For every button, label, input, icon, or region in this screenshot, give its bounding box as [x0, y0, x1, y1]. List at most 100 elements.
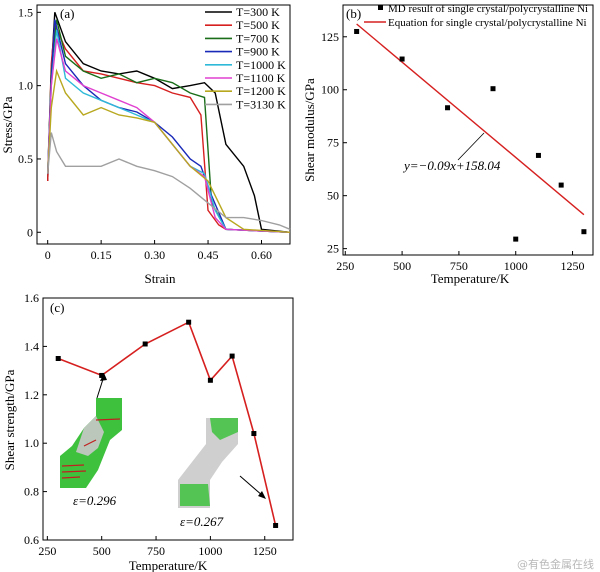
legend-label: T=1100 K [236, 71, 286, 85]
panel-b-label: (b) [346, 6, 361, 21]
panel-a-stress-strain-chart: 0 0.15 0.30 0.45 0.60 0 0.5 1.0 1.5 (a) Strain S… [0, 4, 291, 286]
panel-a-label: (a) [60, 6, 74, 21]
snapshot-right-pointer-arrowhead [258, 491, 266, 499]
data-point [251, 431, 257, 437]
x-tick-label: 1000 [504, 259, 528, 273]
x-tick-label: 1000 [198, 544, 222, 558]
data-point [445, 105, 451, 111]
y-tick-label: 1.6 [24, 291, 39, 305]
legend-label: T=300 K [236, 5, 280, 19]
data-point [399, 56, 405, 62]
series-line-t-1000-k [47, 29, 291, 233]
snapshot-left-stacking-fault [61, 464, 85, 467]
x-tick-label: 0.15 [91, 248, 112, 262]
y-tick-label: 0.6 [24, 533, 39, 547]
y-tick-label: 0.8 [24, 485, 39, 499]
watermark: @有色金属在线 [517, 557, 594, 571]
snapshot-right-green-region [210, 418, 238, 440]
data-point [186, 319, 192, 325]
y-tick-label: 50 [327, 189, 339, 203]
series-line-t-700-k [47, 19, 291, 233]
panel-b-y-axis-label: Shear modulus/GPa [302, 78, 317, 182]
fit-line [356, 23, 585, 216]
snapshot-image-right [178, 418, 238, 508]
y-tick-label: 100 [321, 83, 339, 97]
data-point [55, 356, 61, 361]
x-tick-label: 0.30 [144, 248, 165, 262]
x-tick-label: 750 [450, 259, 468, 273]
x-tick-label: 500 [393, 259, 411, 273]
y-tick-label: 1.0 [24, 436, 39, 450]
y-tick-label: 0 [27, 225, 33, 239]
data-point [142, 341, 148, 347]
snapshot-left-pointer-arrowhead [100, 373, 107, 381]
snapshot-left-stacking-fault [61, 476, 81, 479]
legend-label: Equation for single crystal/polycrystall… [388, 17, 587, 29]
legend-label: T=1000 K [236, 58, 286, 72]
panel-b-plot-frame [342, 4, 594, 256]
panel-c-plot-frame [42, 297, 294, 541]
snapshot-left-stacking-fault [83, 439, 97, 447]
panel-b-equation-pointer [457, 132, 485, 161]
panel-b-legend: MD result of single crystal/polycrystall… [364, 3, 588, 29]
panel-c-y-axis-label: Shear strength/GPa [2, 369, 17, 470]
panel-a-x-axis-label: Strain [144, 271, 176, 286]
x-tick-label: 1250 [561, 259, 585, 273]
y-tick-label: 125 [321, 30, 339, 44]
data-point [229, 353, 235, 359]
legend-label: T=500 K [236, 18, 280, 32]
x-tick-label: 250 [38, 544, 56, 558]
legend-swatch [378, 5, 383, 10]
x-tick-label: 0 [45, 248, 51, 262]
snapshot-left-grey-region [76, 416, 104, 456]
panel-a-legend: T=300 KT=500 KT=700 KT=900 KT=1000 KT=11… [205, 5, 286, 111]
strain-label-left: ε=0.296 [73, 493, 117, 508]
data-point [490, 86, 496, 92]
legend-label: T=700 K [236, 31, 280, 45]
x-tick-label: 0.45 [198, 248, 219, 262]
strain-label-right: ε=0.267 [180, 514, 224, 529]
panel-b-equation-annotation: y=−0.09x+158.04 [402, 158, 501, 173]
y-tick-label: 1.0 [18, 79, 33, 93]
panel-a-plot-frame [36, 4, 291, 245]
legend-label: MD result of single crystal/polycrystall… [388, 3, 588, 15]
x-tick-label: 1250 [253, 544, 277, 558]
y-tick-label: 25 [327, 242, 339, 256]
data-point [273, 522, 279, 528]
series-line-t-1100-k [47, 38, 291, 233]
panel-b-shear-modulus-chart: 250 500 750 1000 1250 25 50 75 100 125 (b) Temper… [302, 3, 594, 286]
y-tick-label: 1.4 [24, 339, 39, 353]
snapshot-right-pointer [239, 475, 264, 497]
y-tick-label: 75 [327, 136, 339, 150]
panel-c-x-axis-label: Temperature/K [129, 558, 208, 572]
snapshot-image-left [60, 398, 122, 488]
y-tick-label: 0.5 [18, 152, 33, 166]
legend-label: T=3130 K [236, 97, 286, 111]
data-point [354, 28, 360, 34]
y-tick-label: 1.2 [24, 388, 39, 402]
x-tick-label: 500 [93, 544, 111, 558]
panel-c-label: (c) [50, 300, 64, 315]
snapshot-right-green-region [180, 484, 210, 506]
data-point [581, 229, 587, 235]
panel-a-y-axis-label: Stress/GPa [0, 96, 15, 153]
x-tick-label: 750 [147, 544, 165, 558]
snapshot-left-stacking-fault [95, 418, 121, 421]
legend-label: T=900 K [236, 45, 280, 59]
y-tick-label: 1.5 [18, 5, 33, 19]
data-point [207, 377, 213, 383]
snapshot-left-stacking-fault [61, 470, 87, 473]
x-tick-label: 0.60 [251, 248, 272, 262]
x-tick-label: 250 [336, 259, 354, 273]
data-point [99, 372, 105, 378]
series-line-t-1200-k [47, 68, 291, 233]
shear-strength-line [57, 321, 277, 526]
panel-b-x-axis-label: Temperature/K [431, 271, 510, 286]
data-point [558, 182, 564, 188]
series-line-t-300-k [47, 12, 291, 233]
data-point [513, 236, 519, 242]
series-line-t-3130-k [47, 132, 291, 230]
legend-label: T=1200 K [236, 84, 286, 98]
